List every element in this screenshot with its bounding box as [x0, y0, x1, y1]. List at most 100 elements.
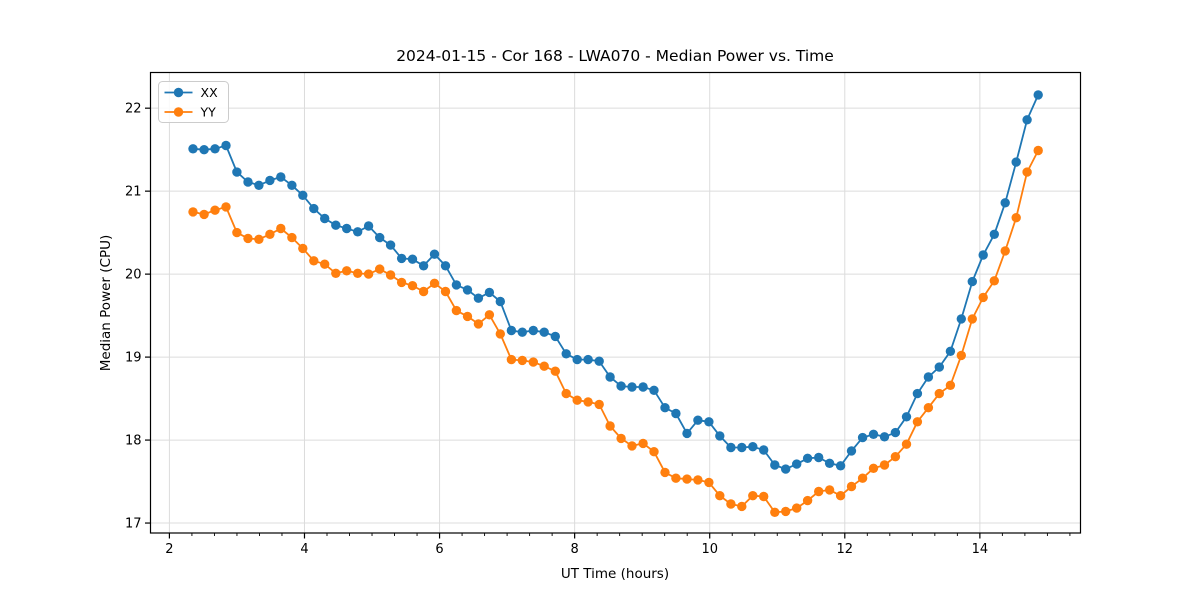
data-point-XX [320, 213, 330, 224]
series-YY-line [192, 149, 1040, 514]
data-point-YY [342, 266, 352, 276]
data-point-XX [890, 427, 901, 438]
data-point-YY [868, 463, 879, 473]
data-point-XX [704, 417, 714, 427]
data-point-XX [528, 325, 538, 336]
data-point-YY [375, 264, 385, 274]
series-layer [188, 90, 1043, 517]
data-point-XX [309, 203, 319, 214]
data-point-YY [1033, 145, 1043, 156]
x-tick-label: 14 [972, 542, 989, 557]
x-tick-label: 6 [435, 542, 443, 557]
data-point-YY [682, 474, 692, 484]
data-point-XX [715, 431, 725, 441]
data-point-XX [298, 190, 308, 200]
data-point-YY [462, 311, 473, 322]
data-point-YY [199, 209, 209, 220]
data-point-XX [616, 381, 626, 391]
data-point-XX [188, 144, 198, 154]
y-tick-label: 17 [125, 517, 142, 532]
x-tick-label: 4 [300, 542, 308, 557]
data-point-XX [770, 460, 780, 470]
data-point-XX [1000, 198, 1010, 208]
data-point-YY [353, 268, 363, 278]
data-point-XX [726, 442, 736, 453]
data-point-YY [715, 491, 725, 501]
data-point-XX [506, 325, 517, 336]
data-point-YY [967, 314, 977, 324]
data-point-YY [605, 421, 615, 431]
data-point-YY [1011, 213, 1021, 223]
data-point-XX [221, 140, 231, 151]
data-point-XX [550, 331, 560, 342]
series-XX-line [192, 94, 1040, 470]
data-point-YY [385, 270, 396, 280]
y-tick-label: 20 [125, 268, 142, 283]
data-point-XX [265, 175, 275, 186]
data-point-YY [1022, 167, 1032, 177]
data-point-XX [353, 227, 363, 237]
data-point-YY [188, 207, 198, 217]
data-point-XX [1022, 115, 1032, 125]
data-point-XX [649, 385, 659, 395]
ticks-layer: 2 4 6 8 10 12 14 17 18 19 20 21 22 [125, 102, 1071, 557]
data-point-YY [429, 278, 440, 288]
x-tick-label: 12 [837, 542, 854, 557]
data-point-YY [934, 388, 944, 399]
data-point-XX [824, 458, 835, 468]
data-point-XX [287, 180, 297, 190]
data-point-YY [484, 310, 495, 320]
data-point-XX [429, 249, 440, 259]
series-XX-markers [188, 90, 1043, 474]
data-point-YY [594, 399, 604, 410]
data-point-XX [407, 254, 418, 264]
data-point-XX [605, 372, 615, 382]
data-point-YY [737, 501, 747, 512]
data-point-YY [583, 397, 593, 407]
data-point-YY [814, 486, 824, 497]
y-tick-label: 21 [125, 185, 142, 200]
data-point-YY [792, 503, 802, 513]
data-point-XX [561, 349, 571, 359]
data-point-XX [462, 285, 473, 295]
x-tick-label: 2 [165, 542, 173, 557]
data-point-YY [265, 229, 275, 239]
data-point-XX [693, 415, 703, 425]
grid-layer [150, 72, 1081, 533]
data-point-YY [243, 233, 253, 244]
data-point-YY [748, 491, 758, 501]
legend: XX YY [158, 81, 229, 123]
y-tick-label: 18 [125, 434, 142, 449]
data-point-XX [912, 388, 923, 399]
data-point-XX [901, 412, 912, 422]
data-point-YY [770, 507, 780, 517]
data-point-XX [342, 223, 352, 234]
data-point-YY [638, 438, 648, 449]
data-point-YY [517, 355, 527, 366]
data-point-YY [616, 433, 626, 444]
data-point-YY [890, 452, 901, 462]
data-point-YY [287, 232, 297, 243]
data-point-XX [846, 446, 857, 456]
data-point-YY [331, 268, 341, 278]
data-point-XX [363, 221, 374, 231]
data-point-XX [517, 327, 527, 337]
legend-box [158, 81, 229, 123]
data-point-YY [901, 439, 912, 449]
data-point-YY [824, 485, 835, 495]
data-point-YY [1000, 246, 1010, 256]
data-point-YY [802, 495, 813, 506]
data-point-YY [407, 281, 418, 291]
data-point-XX [396, 253, 407, 264]
data-point-XX [814, 452, 824, 463]
legend-label-XX: XX [201, 85, 219, 100]
series-YY-markers [188, 145, 1043, 517]
data-point-XX [978, 250, 988, 260]
data-point-XX [331, 220, 341, 230]
data-point-YY [704, 477, 714, 488]
data-point-XX [638, 382, 648, 392]
data-point-XX [748, 442, 758, 452]
data-point-YY [923, 403, 934, 413]
x-tick-label: 10 [701, 542, 718, 557]
data-point-XX [792, 459, 802, 469]
